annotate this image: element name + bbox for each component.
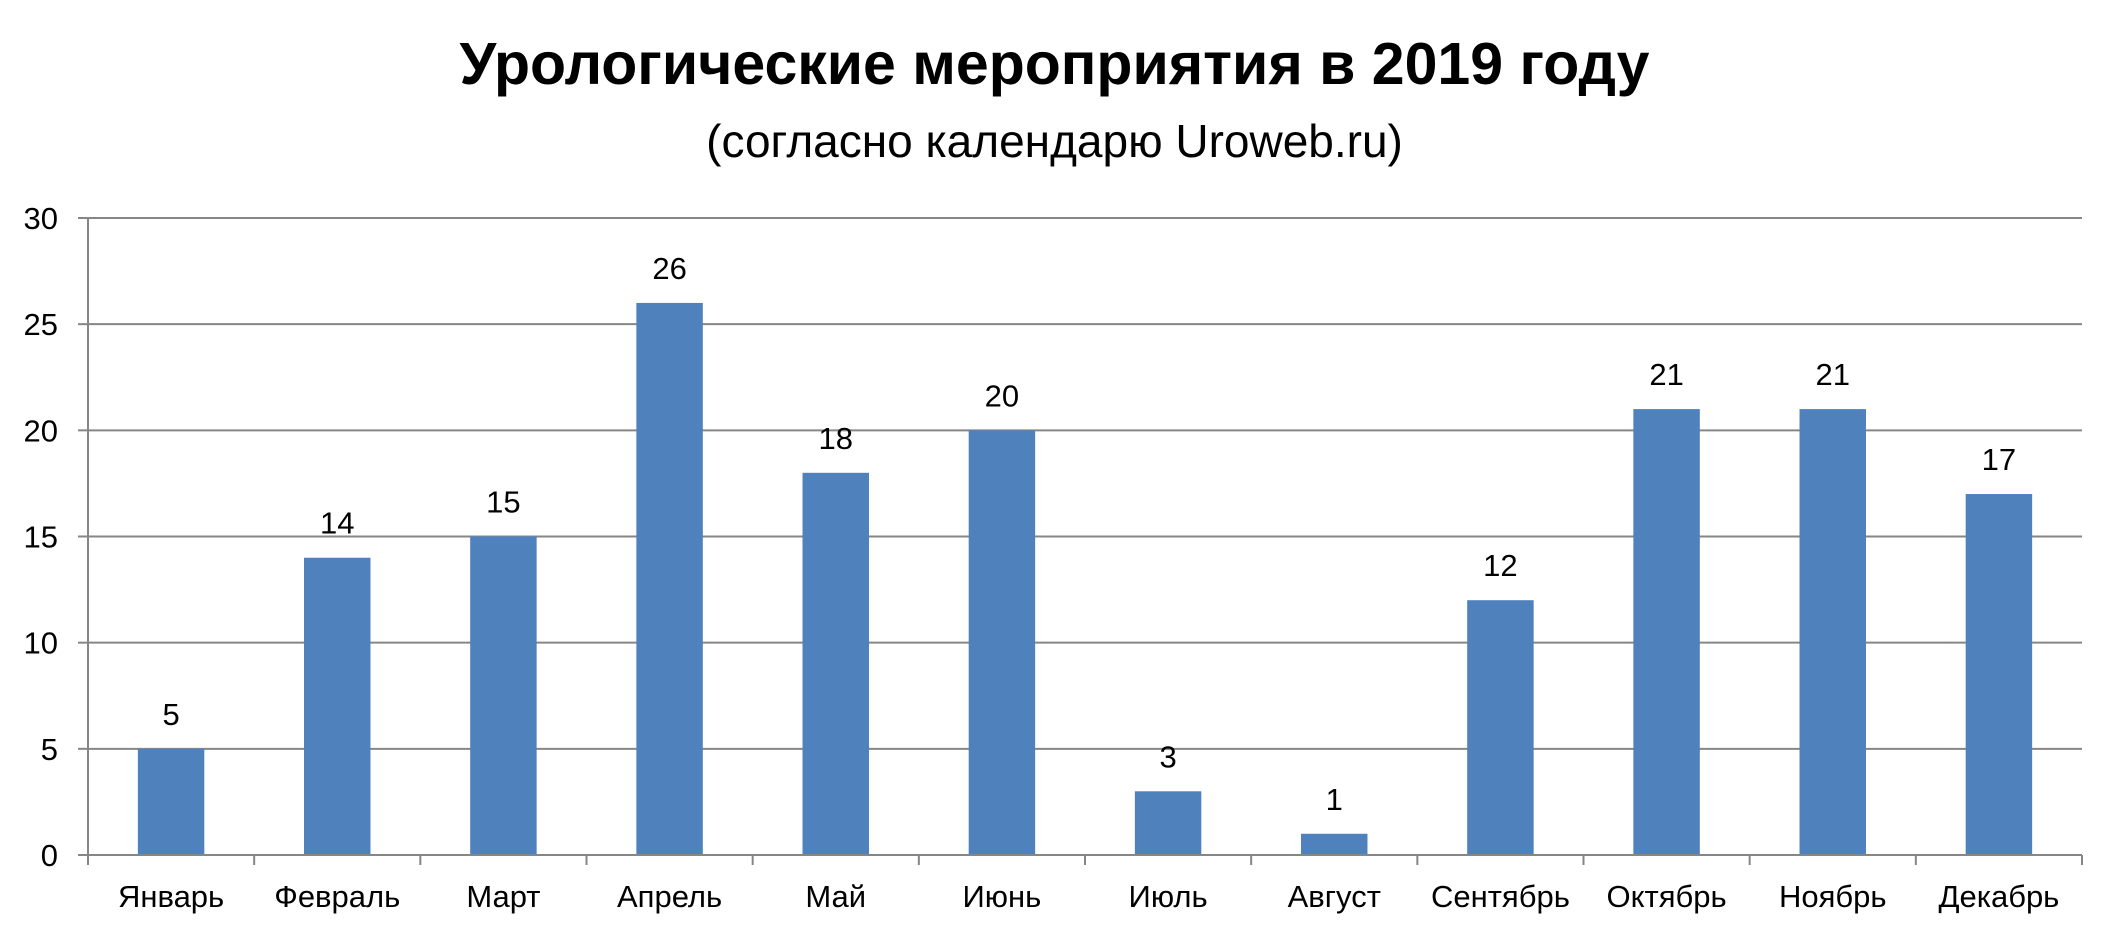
data-label: 14 [320,506,354,541]
bar [1799,409,1866,855]
y-tick-label: 20 [24,413,58,448]
labels: 0 5 10 15 20 25 30 5 Январь 14 Февраль 15 Март 26 Апре… [24,201,2060,914]
x-tick-label: Март [466,879,540,914]
x-tick-label: Июнь [963,879,1042,914]
x-tick-label: Сентябрь [1431,879,1570,914]
bar [636,302,703,855]
data-label: 21 [1649,357,1683,392]
chart-title: Урологические мероприятия в 2019 году [459,31,1650,97]
bar [1965,494,2033,855]
bars [137,302,2033,855]
data-label: 26 [652,251,686,286]
x-tick-label: Октябрь [1607,879,1727,914]
data-label: 12 [1483,548,1517,583]
bar [304,557,371,855]
y-tick-label: 15 [24,520,58,555]
data-label: 5 [162,697,179,732]
bar [470,536,537,855]
y-tick-label: 10 [24,626,58,661]
y-tick-label: 25 [24,307,58,342]
chart-subtitle: (согласно календарю Uroweb.ru) [706,115,1403,167]
x-tick-label: Май [805,879,866,914]
data-label: 15 [486,485,520,520]
bar [137,748,205,855]
data-label: 20 [985,378,1019,413]
data-label: 21 [1816,357,1850,392]
bar [1467,600,1534,855]
x-tick-label: Январь [118,879,224,914]
bar [1134,791,1202,855]
axes [78,217,2083,865]
data-label: 17 [1982,442,2016,477]
y-tick-label: 0 [41,838,58,873]
x-tick-label: Апрель [617,879,722,914]
bar [968,430,1036,855]
x-tick-label: Февраль [274,879,400,914]
data-label: 18 [819,421,853,456]
data-label: 3 [1159,739,1176,774]
x-tick-label: Декабрь [1938,879,2059,914]
y-tick-label: 30 [24,201,58,236]
bar [1633,409,1700,855]
bar [1301,833,1368,855]
data-label: 1 [1326,782,1343,817]
y-tick-label: 5 [41,732,58,767]
bar [802,472,869,855]
x-tick-label: Июль [1129,879,1208,914]
gridlines [88,217,2082,750]
x-tick-label: Ноябрь [1779,879,1887,914]
x-tick-label: Август [1288,879,1381,914]
